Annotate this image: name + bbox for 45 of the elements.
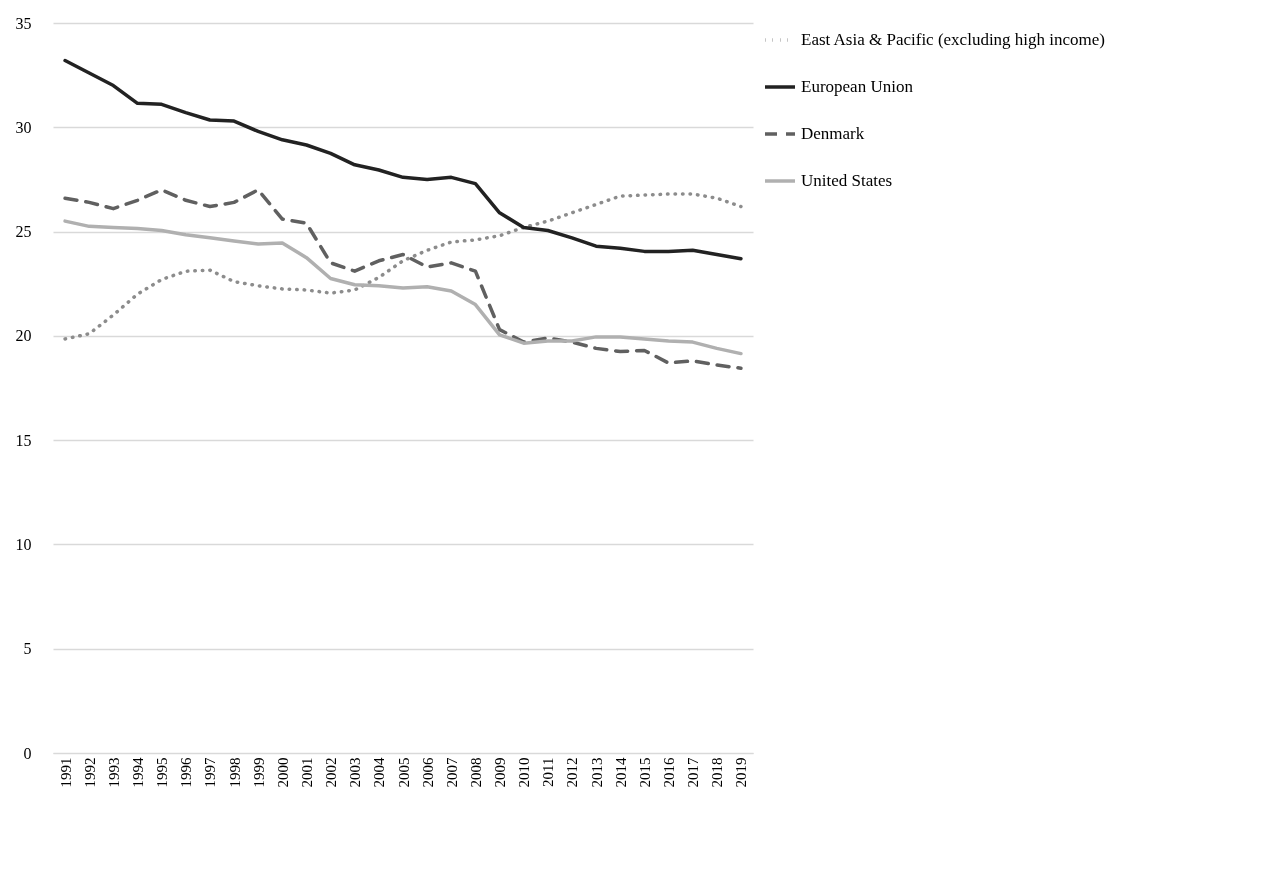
x-tick-label: 1991 xyxy=(57,757,74,788)
y-tick-label: 0 xyxy=(23,744,32,762)
x-tick-label: 2001 xyxy=(298,757,315,788)
y-tick-label: 10 xyxy=(15,535,32,553)
x-tick-label: 2017 xyxy=(685,757,702,788)
x-tick-label: 2008 xyxy=(467,757,484,788)
line-series xyxy=(63,219,743,356)
x-tick-label: 2009 xyxy=(492,757,509,788)
x-tick-label: 2012 xyxy=(564,757,581,788)
x-tick-label: 1994 xyxy=(129,757,146,788)
x-tick-label: 1998 xyxy=(226,757,243,788)
y-tick-label: 15 xyxy=(15,431,32,449)
x-tick-label: 1997 xyxy=(202,757,219,788)
x-tick-label: 1993 xyxy=(105,757,122,788)
y-tick-label: 5 xyxy=(23,640,32,658)
y-tick-label: 35 xyxy=(15,14,32,32)
line-series xyxy=(63,58,743,261)
y-tick-label: 20 xyxy=(15,327,32,345)
x-tick-label: 1996 xyxy=(178,757,195,788)
x-tick-label: 2004 xyxy=(371,757,388,788)
x-tick-label: 2018 xyxy=(709,757,726,788)
x-tick-label: 2011 xyxy=(540,757,557,787)
x-tick-label: 1995 xyxy=(154,757,171,788)
x-tick-label: 2015 xyxy=(636,757,653,788)
x-tick-label: 2000 xyxy=(274,757,291,788)
line-series xyxy=(63,188,743,370)
x-tick-label: 2010 xyxy=(516,757,533,788)
y-tick-label: 30 xyxy=(15,118,32,136)
line-series xyxy=(63,192,743,341)
legend-label: United States xyxy=(801,171,893,190)
y-tick-label: 25 xyxy=(15,223,32,241)
x-tick-label: 2002 xyxy=(323,757,340,788)
x-tick-label: 2006 xyxy=(419,757,436,788)
legend-label: East Asia & Pacific (excluding high income) xyxy=(801,30,1106,49)
x-tick-label: 2003 xyxy=(347,757,364,788)
x-tick-label: 2016 xyxy=(661,757,678,788)
x-tick-label: 2019 xyxy=(733,757,750,788)
x-tick-label: 2005 xyxy=(395,757,412,788)
x-tick-label: 2014 xyxy=(612,757,629,788)
x-tick-label: 1992 xyxy=(81,757,98,788)
legend-label: European Union xyxy=(801,77,914,96)
legend-label: Denmark xyxy=(801,124,865,143)
x-tick-label: 1999 xyxy=(250,757,267,788)
x-tick-label: 2013 xyxy=(588,757,605,788)
x-tick-label: 2007 xyxy=(443,757,460,788)
